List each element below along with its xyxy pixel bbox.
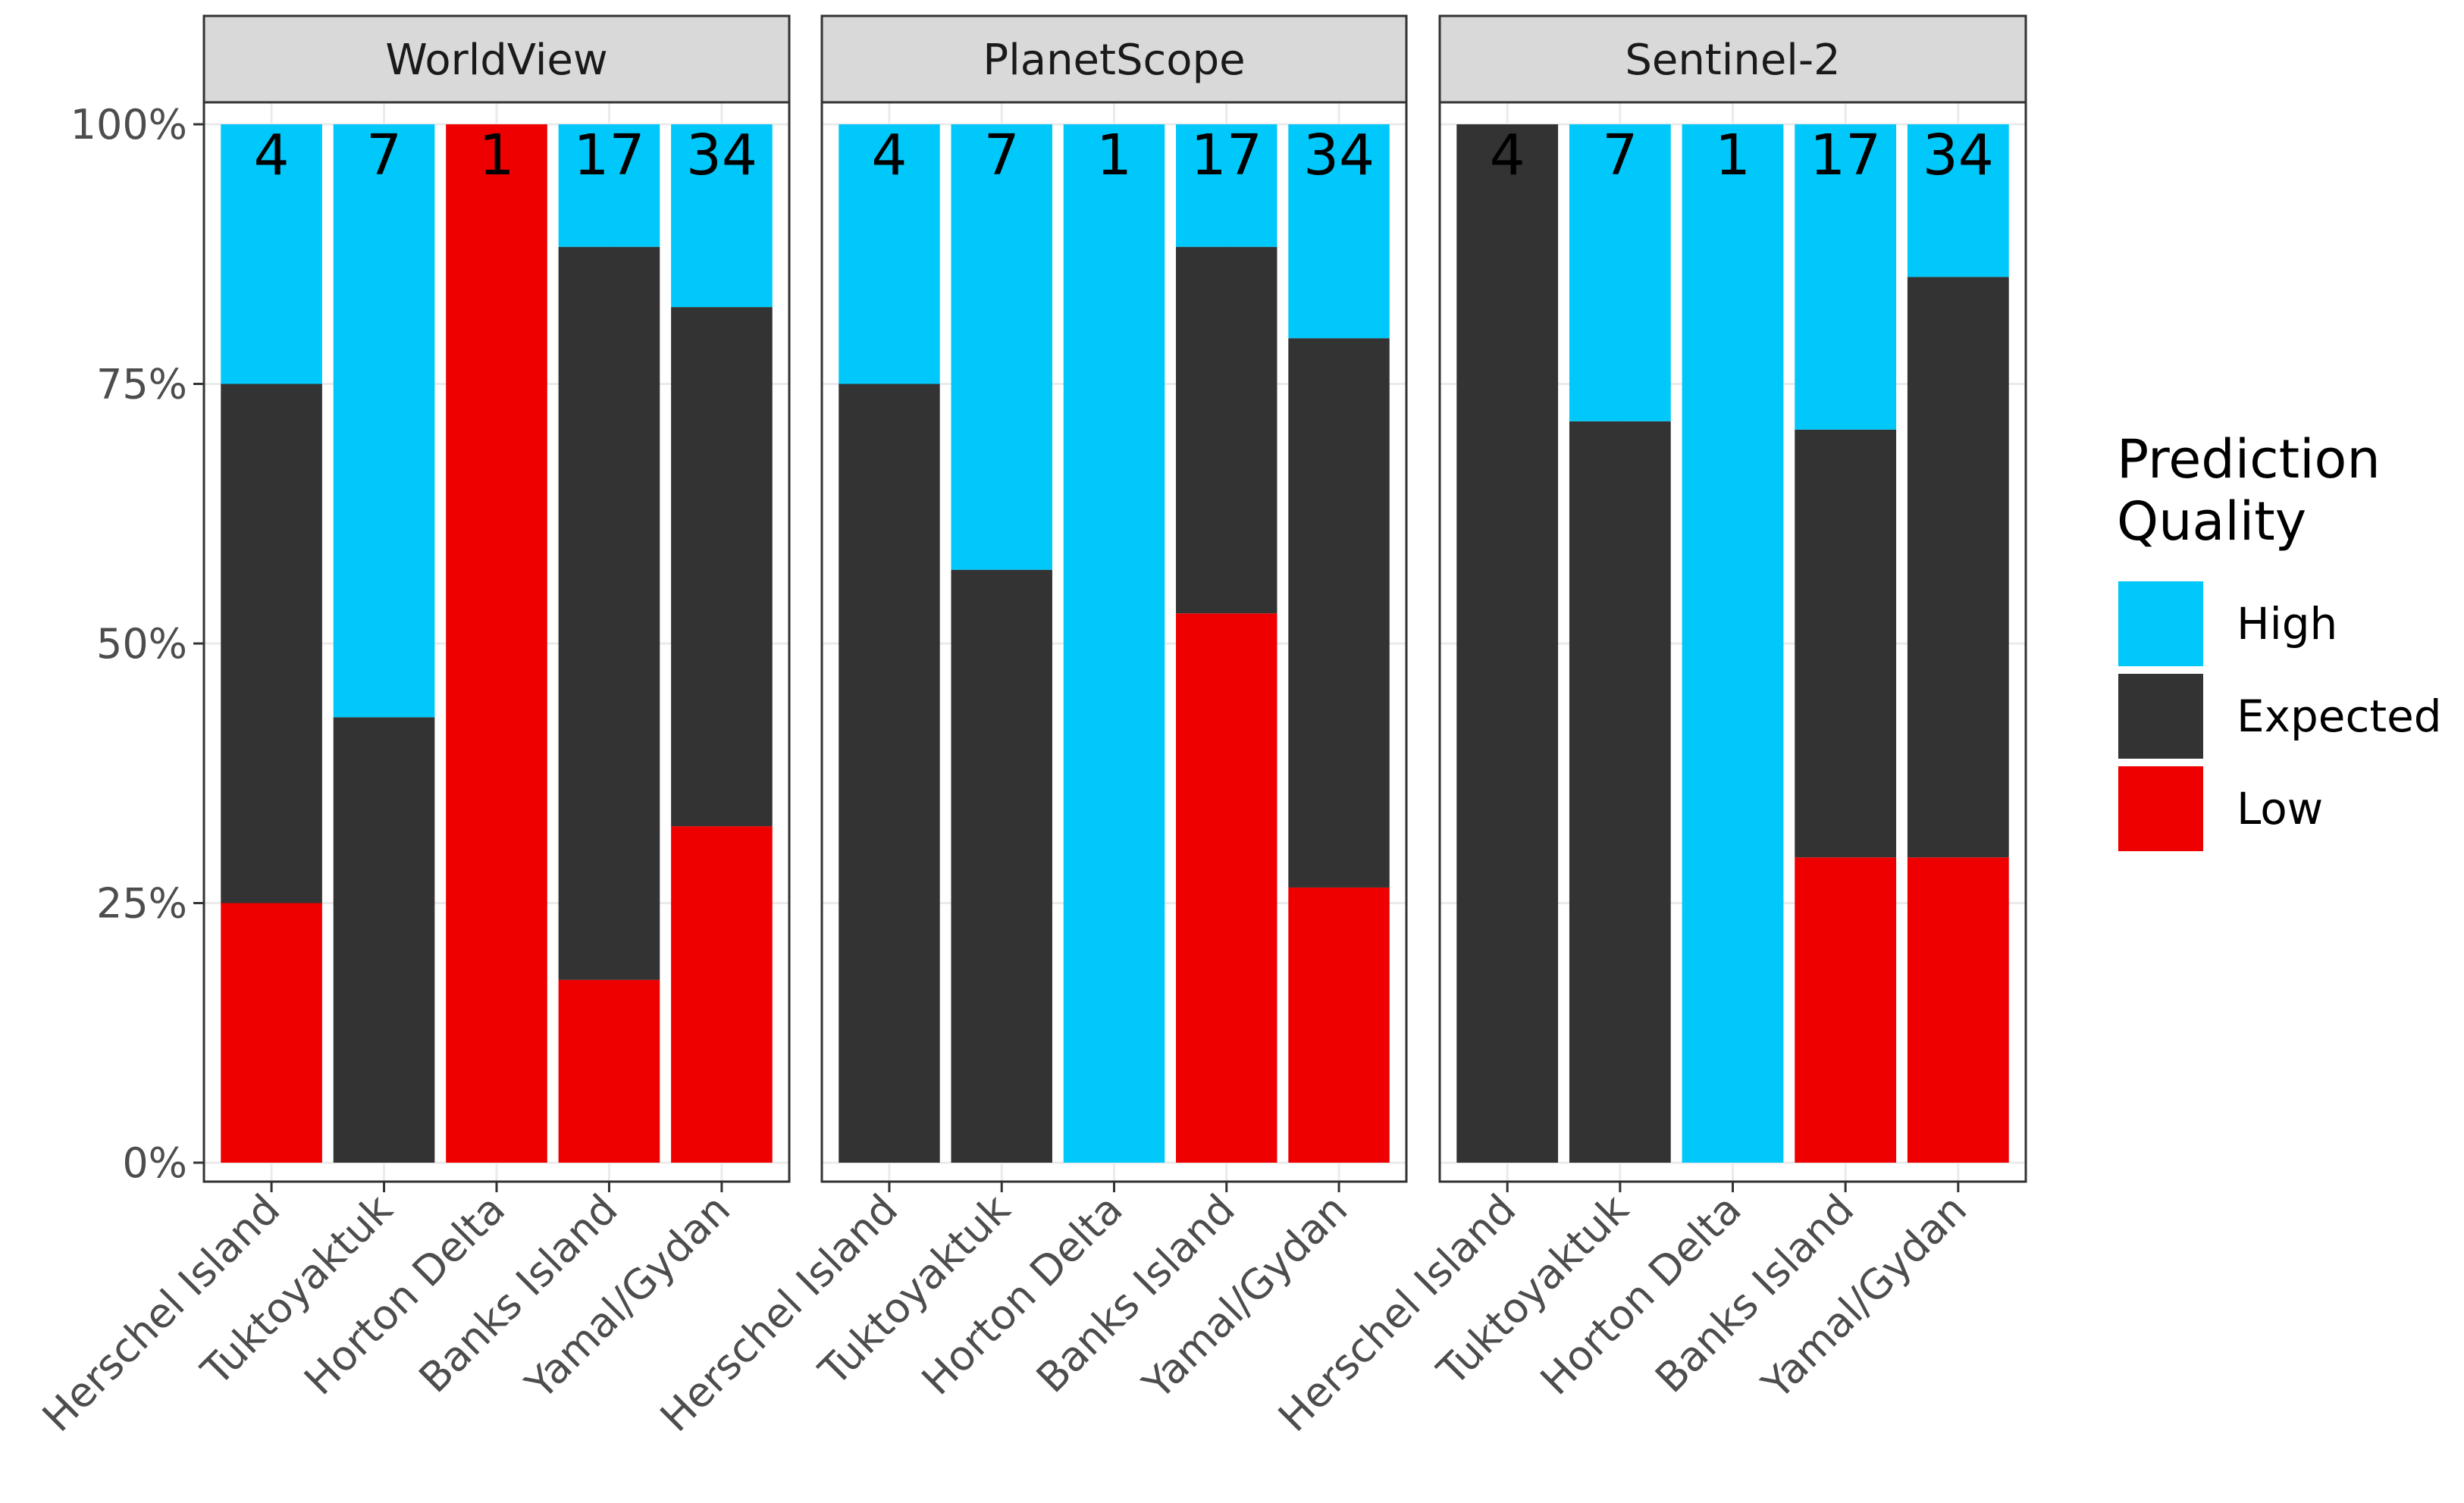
- bar-segment: [951, 124, 1052, 570]
- bar-segment: [671, 307, 773, 827]
- y-tick-label: 25%: [96, 880, 187, 928]
- x-tick-label: Horton Delta: [1531, 1185, 1751, 1404]
- bar-segment: [333, 124, 435, 718]
- bar-segment: [1176, 613, 1277, 1163]
- bar-segment: [671, 124, 773, 308]
- bar-segment: [1569, 124, 1671, 421]
- legend-title: Prediction Quality: [2117, 428, 2381, 553]
- bar-segment: [558, 124, 660, 247]
- x-tick-label: Yamal/Gydan: [1752, 1185, 1976, 1409]
- legend-key: [2118, 674, 2203, 759]
- facet-title: WorldView: [385, 36, 607, 85]
- panel-border: [1438, 101, 2027, 1183]
- x-tick-label: Banks Island: [1646, 1185, 1863, 1402]
- bar-segment: [221, 384, 322, 903]
- strip: [202, 14, 791, 104]
- y-tick-label: 75%: [96, 361, 187, 409]
- count-label: 7: [366, 123, 402, 188]
- legend-key: [2118, 581, 2203, 666]
- x-tick-label: Banks Island: [410, 1185, 627, 1402]
- bar-segment: [558, 246, 660, 980]
- count-label: 17: [1191, 123, 1262, 188]
- y-tick-label: 0%: [122, 1139, 187, 1187]
- legend-label: Expected: [2237, 690, 2442, 742]
- bar-segment: [1795, 124, 1897, 430]
- count-label: 17: [573, 123, 644, 188]
- x-tick-label: Horton Delta: [913, 1185, 1132, 1404]
- count-label: 7: [984, 123, 1020, 188]
- bar-segment: [1176, 124, 1277, 247]
- count-label: 4: [1490, 123, 1525, 188]
- bar-segment: [1063, 124, 1165, 1163]
- count-label: 34: [1303, 123, 1375, 188]
- count-label: 1: [1715, 123, 1751, 188]
- bar-segment: [1907, 857, 2009, 1163]
- count-label: 7: [1602, 123, 1638, 188]
- count-label: 17: [1810, 123, 1881, 188]
- bar-segment: [839, 384, 940, 1163]
- count-label: 1: [478, 123, 514, 188]
- strip: [1438, 14, 2027, 104]
- bar-segment: [1288, 887, 1390, 1163]
- x-tick-label: Horton Delta: [295, 1185, 514, 1404]
- bar-segment: [951, 569, 1052, 1163]
- bar-segment: [1569, 421, 1671, 1163]
- panel-border: [202, 101, 791, 1183]
- bar-segment: [839, 124, 940, 384]
- legend-label: High: [2237, 598, 2337, 650]
- bar-segment: [1456, 124, 1559, 1163]
- legend-label: Low: [2237, 783, 2323, 834]
- y-tick-label: 100%: [71, 101, 187, 149]
- count-label: 34: [1923, 123, 1994, 188]
- strip: [820, 14, 1408, 104]
- bar-segment: [1288, 338, 1390, 888]
- bar-segment: [558, 979, 660, 1163]
- y-tick-label: 50%: [96, 620, 187, 668]
- count-label: 1: [1096, 123, 1132, 188]
- facet-title: Sentinel-2: [1625, 36, 1840, 85]
- bar-segment: [446, 124, 547, 1163]
- legend-key: [2118, 766, 2203, 851]
- bar-segment: [221, 124, 322, 384]
- bar-segment: [1682, 124, 1784, 1163]
- bar-segment: [1907, 277, 2009, 858]
- bar-segment: [1176, 246, 1277, 614]
- bar-segment: [671, 826, 773, 1163]
- bar-segment: [1288, 124, 1390, 339]
- bar-segment: [221, 903, 322, 1163]
- bar-segment: [333, 717, 435, 1163]
- x-tick-label: Banks Island: [1027, 1185, 1244, 1402]
- bar-segment: [1795, 857, 1897, 1163]
- count-label: 4: [254, 123, 290, 188]
- facet-title: PlanetScope: [983, 36, 1245, 85]
- bar-segment: [1907, 124, 2009, 277]
- count-label: 34: [686, 123, 757, 188]
- bar-segment: [1795, 429, 1897, 858]
- panel-border: [820, 101, 1408, 1183]
- count-label: 4: [871, 123, 907, 188]
